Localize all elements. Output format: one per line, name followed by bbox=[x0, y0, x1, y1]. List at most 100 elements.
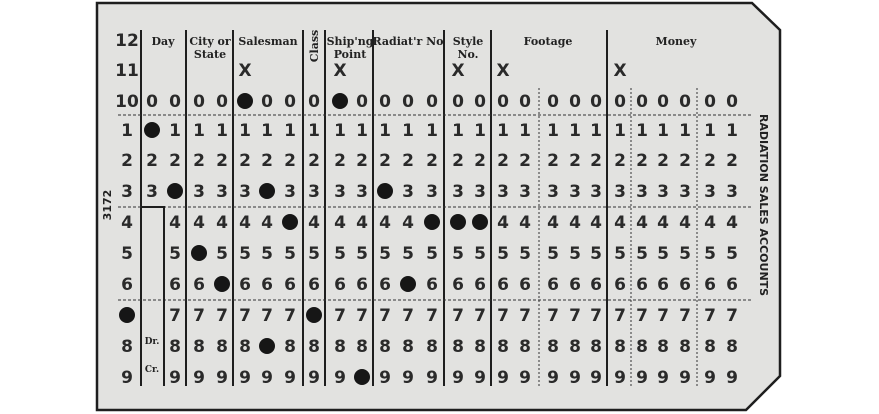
digit-money: 4 bbox=[704, 213, 716, 233]
digit-salesman: 8 bbox=[284, 337, 296, 357]
digit-money: 4 bbox=[679, 213, 691, 233]
digit-salesman: 6 bbox=[284, 275, 296, 295]
digit-city: 2 bbox=[216, 151, 228, 171]
digit-footage: 6 bbox=[547, 275, 559, 295]
digit-footage: 7 bbox=[547, 306, 559, 326]
digit-city: 1 bbox=[193, 121, 205, 141]
digit-city: 7 bbox=[193, 306, 205, 326]
field-header-shipping: Point bbox=[334, 48, 367, 61]
digit-money: 0 bbox=[679, 92, 691, 112]
digit-footage: 6 bbox=[569, 275, 581, 295]
digit-city: 9 bbox=[216, 368, 228, 388]
x-mark: X bbox=[451, 61, 464, 81]
digit-shipping: 4 bbox=[334, 213, 346, 233]
punched-hole bbox=[259, 338, 275, 354]
digit-footage: 5 bbox=[547, 244, 559, 264]
punched-hole bbox=[332, 93, 348, 109]
digit-footage: 2 bbox=[547, 151, 559, 171]
digit-money: 5 bbox=[614, 244, 626, 264]
digit-salesman: 5 bbox=[239, 244, 251, 264]
digit-radiator: 1 bbox=[379, 121, 391, 141]
digit-money: 1 bbox=[636, 121, 648, 141]
digit-shipping: 8 bbox=[334, 337, 346, 357]
digit-footage: 2 bbox=[519, 151, 531, 171]
digit-footage: 5 bbox=[519, 244, 531, 264]
digit-footage: 8 bbox=[519, 337, 531, 357]
digit-money: 2 bbox=[679, 151, 691, 171]
digit-footage: 9 bbox=[569, 368, 581, 388]
digit-day: 3 bbox=[146, 182, 158, 202]
punched-hole bbox=[450, 214, 466, 230]
digit-salesman: 7 bbox=[261, 306, 273, 326]
digit-radiator: 0 bbox=[402, 92, 414, 112]
digit-footage: 0 bbox=[519, 92, 531, 112]
row-label: 3 bbox=[121, 182, 133, 202]
digit-radiator: 4 bbox=[379, 213, 391, 233]
digit-salesman: 8 bbox=[239, 337, 251, 357]
punched-hole bbox=[400, 276, 416, 292]
digit-day: 4 bbox=[169, 213, 181, 233]
digit-style: 5 bbox=[474, 244, 486, 264]
digit-salesman: 1 bbox=[284, 121, 296, 141]
digit-city: 8 bbox=[216, 337, 228, 357]
digit-day: 2 bbox=[146, 151, 158, 171]
debit-label: Dr. bbox=[145, 337, 160, 347]
digit-money: 9 bbox=[614, 368, 626, 388]
field-header-class: Class bbox=[308, 30, 321, 62]
digit-footage: 3 bbox=[590, 182, 602, 202]
digit-money: 8 bbox=[726, 337, 738, 357]
digit-money: 1 bbox=[726, 121, 738, 141]
digit-footage: 8 bbox=[590, 337, 602, 357]
digit-salesman: 2 bbox=[239, 151, 251, 171]
digit-footage: 5 bbox=[497, 244, 509, 264]
field-header-money: Money bbox=[656, 35, 698, 48]
row-label: 11 bbox=[115, 61, 139, 81]
digit-money: 0 bbox=[704, 92, 716, 112]
row-label: 10 bbox=[115, 92, 139, 112]
digit-money: 6 bbox=[704, 275, 716, 295]
digit-radiator: 1 bbox=[402, 121, 414, 141]
digit-money: 1 bbox=[704, 121, 716, 141]
digit-salesman: 9 bbox=[284, 368, 296, 388]
digit-radiator: 6 bbox=[426, 275, 438, 295]
digit-day: 5 bbox=[169, 244, 181, 264]
digit-city: 5 bbox=[216, 244, 228, 264]
digit-radiator: 0 bbox=[379, 92, 391, 112]
digit-money: 9 bbox=[679, 368, 691, 388]
digit-salesman: 5 bbox=[261, 244, 273, 264]
field-header-city: City or bbox=[189, 35, 231, 48]
digit-city: 4 bbox=[216, 213, 228, 233]
digit-footage: 8 bbox=[497, 337, 509, 357]
digit-footage: 1 bbox=[547, 121, 559, 141]
digit-city: 6 bbox=[193, 275, 205, 295]
digit-radiator: 9 bbox=[379, 368, 391, 388]
digit-money: 4 bbox=[614, 213, 626, 233]
punched-hole bbox=[214, 276, 230, 292]
digit-radiator: 2 bbox=[426, 151, 438, 171]
digit-salesman: 2 bbox=[284, 151, 296, 171]
digit-footage: 7 bbox=[519, 306, 531, 326]
digit-class: 4 bbox=[308, 213, 320, 233]
digit-radiator: 4 bbox=[402, 213, 414, 233]
digit-footage: 8 bbox=[547, 337, 559, 357]
punched-hole bbox=[472, 214, 488, 230]
digit-money: 2 bbox=[657, 151, 669, 171]
digit-class: 1 bbox=[308, 121, 320, 141]
digit-money: 0 bbox=[726, 92, 738, 112]
digit-footage: 4 bbox=[569, 213, 581, 233]
digit-city: 3 bbox=[193, 182, 205, 202]
digit-money: 0 bbox=[614, 92, 626, 112]
digit-money: 5 bbox=[636, 244, 648, 264]
field-header-style: No. bbox=[457, 48, 478, 61]
digit-money: 9 bbox=[726, 368, 738, 388]
digit-money: 4 bbox=[726, 213, 738, 233]
digit-money: 5 bbox=[726, 244, 738, 264]
digit-money: 3 bbox=[657, 182, 669, 202]
punched-hole bbox=[424, 214, 440, 230]
digit-footage: 6 bbox=[497, 275, 509, 295]
digit-radiator: 5 bbox=[426, 244, 438, 264]
digit-money: 6 bbox=[657, 275, 669, 295]
digit-money: 9 bbox=[636, 368, 648, 388]
digit-shipping: 6 bbox=[334, 275, 346, 295]
field-header-footage: Footage bbox=[524, 35, 573, 48]
